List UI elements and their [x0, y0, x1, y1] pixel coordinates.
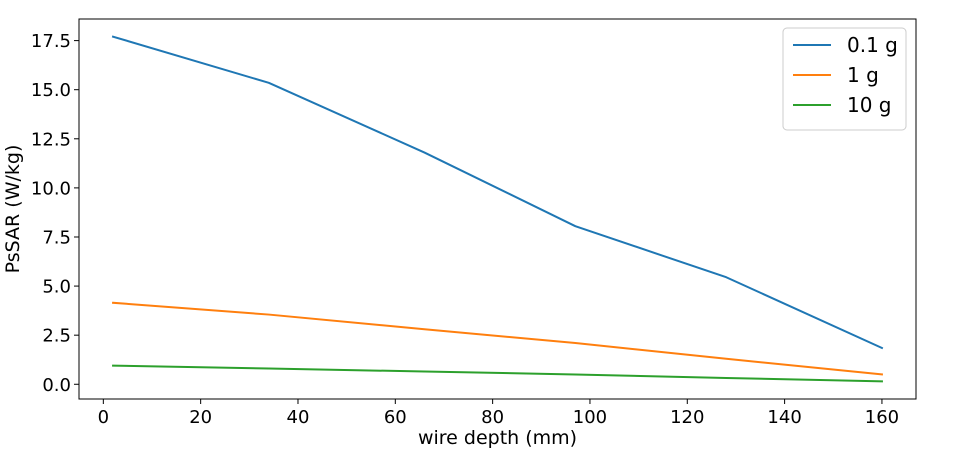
y-tick-label: 7.5 — [42, 227, 71, 248]
plot-frame — [78, 18, 917, 400]
y-tick-label: 5.0 — [42, 277, 71, 298]
x-axis: 0 20 40 60 80 100 120 140 160 — [98, 399, 899, 428]
x-tick-label: 40 — [287, 407, 310, 428]
y-tick-label: 17.5 — [31, 31, 71, 52]
series-line-1 — [111, 35, 884, 350]
y-tick-label: 2.5 — [42, 326, 71, 347]
x-tick-label: 0 — [98, 407, 109, 428]
series-line-3 — [112, 364, 883, 383]
y-tick-label: 0.0 — [42, 375, 71, 396]
plot-area — [111, 35, 884, 383]
y-tick-label: 15.0 — [31, 80, 71, 101]
x-tick-label: 80 — [481, 407, 504, 428]
legend: 0.1 g 1 g 10 g — [782, 27, 907, 131]
x-axis-label: wire depth (mm) — [418, 427, 577, 449]
x-tick-label: 120 — [670, 407, 704, 428]
x-tick-label: 60 — [384, 407, 407, 428]
x-tick-label: 20 — [189, 407, 212, 428]
legend-label: 1 g — [847, 63, 879, 87]
legend-label: 0.1 g — [847, 33, 898, 57]
y-axis: 0.0 2.5 5.0 7.5 10.0 12.5 15.0 17.5 — [31, 31, 79, 396]
y-tick-label: 10.0 — [31, 178, 71, 199]
y-axis-label: PsSAR (W/kg) — [2, 145, 24, 274]
series-line-2 — [111, 301, 884, 376]
x-tick-label: 140 — [767, 407, 801, 428]
y-tick-label: 12.5 — [31, 129, 71, 150]
x-tick-label: 100 — [573, 407, 607, 428]
x-tick-label: 160 — [865, 407, 899, 428]
legend-label: 10 g — [847, 93, 892, 117]
